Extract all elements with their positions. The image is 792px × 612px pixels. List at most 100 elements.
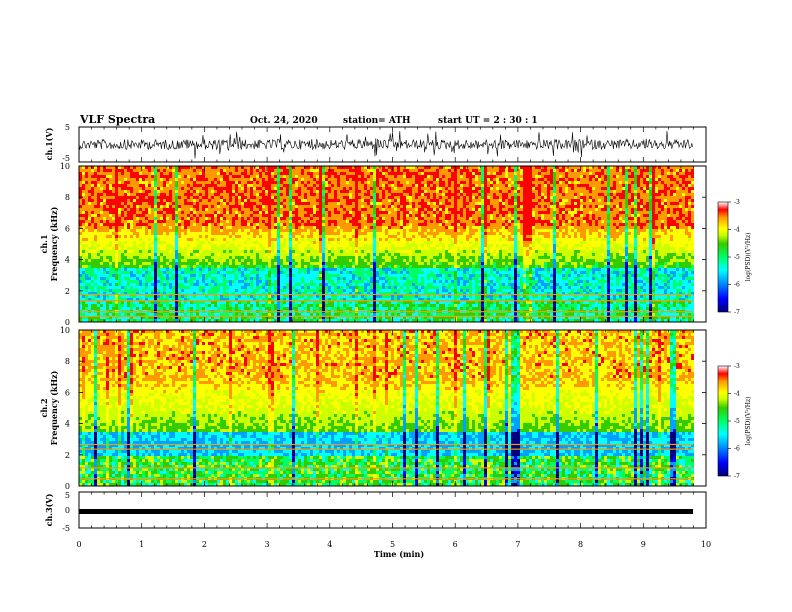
spec1-cell [358,208,361,211]
spec1-cell [106,211,109,214]
spec1-cell [355,220,358,223]
spec1-cell [208,178,211,181]
spec1-cell [292,208,295,211]
spec1-cell [553,172,556,175]
spec1-cell [313,220,316,223]
spec1-cell [538,211,541,214]
spec1-cell [463,202,466,205]
spec1-cell [280,184,283,187]
spec1-cell [286,193,289,196]
spec1-cell [595,229,598,232]
spec1-cell [193,223,196,226]
spec1-cell [253,217,256,220]
spec1-cell [643,217,646,220]
spec1-cell [598,214,601,217]
spec1-cell [670,193,673,196]
spec1-cell [490,232,493,235]
spec1-cell [628,232,631,235]
spec1-cell [667,217,670,220]
spec1-cell [649,172,652,175]
spec1-cell [472,190,475,193]
spec1-cell [403,175,406,178]
spec1-cell [280,214,283,217]
spec1-cell [418,217,421,220]
spec1-cell [457,229,460,232]
spec1-cell [460,223,463,226]
spec1-cell [331,220,334,223]
spec1-cell [655,211,658,214]
spec1-cell [487,193,490,196]
spec1-cell [88,172,91,175]
spec1-cell [496,229,499,232]
spec1-cell [562,226,565,229]
spec1-cell [280,175,283,178]
spec1-cell [364,211,367,214]
spec1-cell [85,169,88,172]
spec1-cell [373,172,376,175]
spec1-cell [496,202,499,205]
spec1-cell [535,220,538,223]
spec1-cell [520,169,523,172]
spec1-cell [223,169,226,172]
spec1-cell [613,202,616,205]
spec1-cell [649,187,652,190]
spec1-cell [181,169,184,172]
spec1-cell [106,232,109,235]
spec1-cell [523,220,526,223]
spec1-cell [289,211,292,214]
spec1-cell [139,229,142,232]
spec1-cell [565,193,568,196]
spec1-cell [331,223,334,226]
spec1-cell [271,229,274,232]
spec1-cell [376,193,379,196]
spec1-cell [181,190,184,193]
spec1-cell [691,208,694,211]
spec1-cell [127,178,130,181]
spec1-cell [406,208,409,211]
spec1-cell [592,169,595,172]
spec1-cell [148,211,151,214]
spec1-cell [331,178,334,181]
spec1-cell [556,175,559,178]
spec1-cell [676,178,679,181]
spec1-cell [142,181,145,184]
spec1-cell [214,199,217,202]
spec1-cell [343,220,346,223]
spec1-cell [349,190,352,193]
spec1-cell [91,220,94,223]
spec1-cell [301,169,304,172]
spec1-cell [508,178,511,181]
spec1-cell [250,211,253,214]
spec1-cell [526,226,529,229]
spec1-cell [133,190,136,193]
spec1-cell [205,220,208,223]
spec1-cell [673,172,676,175]
spec1-cell [451,175,454,178]
spec1-cell [658,175,661,178]
spec1-cell [130,172,133,175]
spec1-cell [394,217,397,220]
spec1-cell [355,208,358,211]
spec1-cell [217,223,220,226]
spec1-cell [427,220,430,223]
spec1-cell [568,229,571,232]
spec1-cell [529,172,532,175]
spec1-cell [454,193,457,196]
spec1-cell [427,178,430,181]
spec1-cell [271,175,274,178]
spec1-cell [85,217,88,220]
spec1-cell [442,193,445,196]
spec1-cell [175,184,178,187]
spec1-cell [292,217,295,220]
spec1-cell [619,226,622,229]
spec1-cell [187,181,190,184]
spec1-cell [244,196,247,199]
spec1-cell [364,202,367,205]
spec1-cell [133,217,136,220]
spec1-cell [130,193,133,196]
spec1-cell [394,193,397,196]
spec1-cell [151,202,154,205]
spec1-cell [661,169,664,172]
spec1-cell [487,217,490,220]
spec1-cell [358,220,361,223]
